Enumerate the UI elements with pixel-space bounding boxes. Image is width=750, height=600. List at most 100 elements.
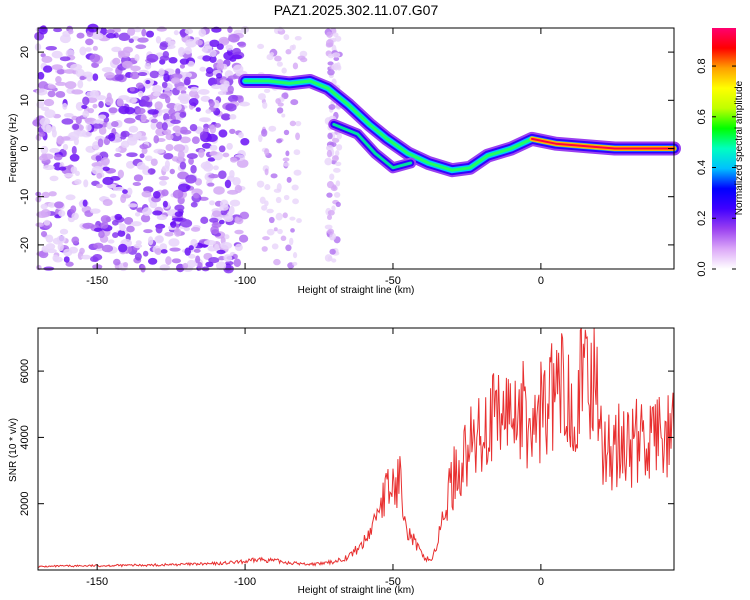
spectrogram-cell (225, 44, 234, 51)
spectrogram-cell (100, 157, 110, 166)
spectrogram-cell (53, 154, 63, 161)
spectrogram-cell (57, 242, 64, 252)
spectrogram-cell (89, 53, 101, 63)
spectrogram-cell (122, 189, 128, 194)
spectrogram-cell (234, 229, 244, 235)
spectrogram-cell (92, 73, 99, 81)
spectrogram-cell (335, 180, 341, 187)
spectrogram-cell (71, 236, 80, 244)
spectrogram-cell (159, 264, 170, 272)
spectrogram-cell (285, 49, 292, 55)
spectrogram-cell (147, 257, 158, 265)
spectrogram-cell (112, 186, 125, 192)
spectrogram-cell (195, 107, 201, 112)
spectrogram-cell (276, 61, 283, 67)
spectrogram-cell (274, 55, 282, 62)
spectrogram-cell (140, 214, 151, 223)
spectrogram-cell (292, 198, 299, 205)
spectrogram-cell (180, 219, 193, 228)
spectrogram-cell (87, 107, 95, 114)
spectrogram-cell (276, 107, 284, 114)
spectrogram-cell (63, 173, 74, 178)
spectrogram-cell (120, 194, 127, 204)
spectrogram-cell (228, 205, 235, 215)
colorbar-tick-label: 0.6 (696, 109, 708, 124)
spectrogram-cell (281, 67, 287, 74)
spectrogram-cell (205, 261, 214, 268)
spectrogram-cell (92, 257, 99, 262)
spectrogram-cell (58, 210, 66, 217)
spectrogram-y-tick-label: -10 (19, 189, 31, 205)
spectrogram-cell (119, 223, 126, 232)
spectrogram-x-tick-label: 0 (538, 275, 544, 287)
spectrogram-cell (136, 131, 142, 137)
spectrogram-cell (165, 256, 172, 265)
spectrogram-cell (133, 243, 143, 249)
spectrogram-cell (281, 92, 289, 100)
spectrogram-cell (137, 72, 148, 77)
spectrogram-cell (208, 100, 215, 108)
spectrogram-cell (91, 62, 99, 68)
spectrogram-cell (262, 236, 270, 241)
spectrogram-cell (93, 242, 104, 249)
spectrogram-cell (111, 46, 122, 53)
spectrogram-cell (79, 46, 87, 56)
spectrogram-cell (153, 148, 165, 154)
spectrogram-cell (129, 87, 135, 92)
snr-y-tick-label: 6000 (19, 359, 31, 383)
spectrogram-cell (281, 113, 286, 118)
spectrogram-cell (133, 174, 144, 182)
spectrogram-cell (270, 173, 278, 179)
spectrogram-cell (201, 142, 212, 149)
spectrogram-y-tick-label: 20 (19, 46, 31, 58)
spectrogram-y-tick-label: 0 (19, 145, 31, 151)
spectrogram-cell (332, 52, 341, 58)
spectrogram-cell (334, 35, 342, 42)
spectrogram-cell (324, 224, 333, 230)
spectrogram-cell (101, 66, 114, 73)
spectrogram-cell (223, 254, 233, 262)
snr-series-line (37, 327, 675, 568)
spectrogram-cell (197, 261, 203, 271)
spectrogram-cell (179, 161, 187, 170)
spectrogram-cell (198, 28, 207, 37)
signal-core-band (531, 137, 675, 150)
spectrogram-cell (128, 38, 134, 44)
spectrogram-cell (264, 148, 270, 156)
spectrogram-cell (40, 145, 49, 154)
spectrogram-cell (49, 147, 61, 154)
spectrogram-cell (55, 81, 67, 86)
spectrogram-cell (173, 228, 182, 237)
spectrogram-cell (71, 145, 77, 155)
spectrogram-cell (192, 192, 200, 199)
spectrogram-cell (163, 129, 172, 135)
spectrogram-cell (205, 109, 212, 114)
spectrogram-cell (65, 194, 76, 201)
spectrogram-cell (71, 212, 79, 221)
spectrogram-cell (152, 190, 161, 199)
spectrogram-cell (283, 162, 290, 167)
spectrogram-cell (38, 155, 48, 162)
spectrogram-cell (172, 189, 184, 199)
spectrogram-cell (147, 236, 154, 246)
spectrogram-cell (268, 125, 277, 132)
spectrogram-cell (185, 174, 197, 184)
spectrogram-cell (293, 169, 302, 176)
spectrogram-cell (43, 219, 51, 226)
spectrogram-cell (149, 70, 160, 79)
spectrogram-cell (209, 124, 217, 134)
snr-x-axis-label: Height of straight line (km) (298, 585, 415, 596)
spectrogram-cell (40, 203, 48, 210)
spectrogram-cell (209, 39, 220, 48)
spectrogram-cell (335, 150, 340, 157)
spectrogram-cell (61, 136, 71, 141)
spectrogram-cell (205, 66, 214, 74)
spectrogram-cell (56, 235, 66, 244)
spectrogram-cell (164, 231, 174, 237)
spectrogram-cell (122, 262, 129, 268)
spectrogram-cell (135, 107, 146, 115)
snr-y-tick-label: 4000 (19, 425, 31, 449)
spectrogram-cell (113, 258, 121, 266)
spectrogram-cell (35, 222, 44, 228)
